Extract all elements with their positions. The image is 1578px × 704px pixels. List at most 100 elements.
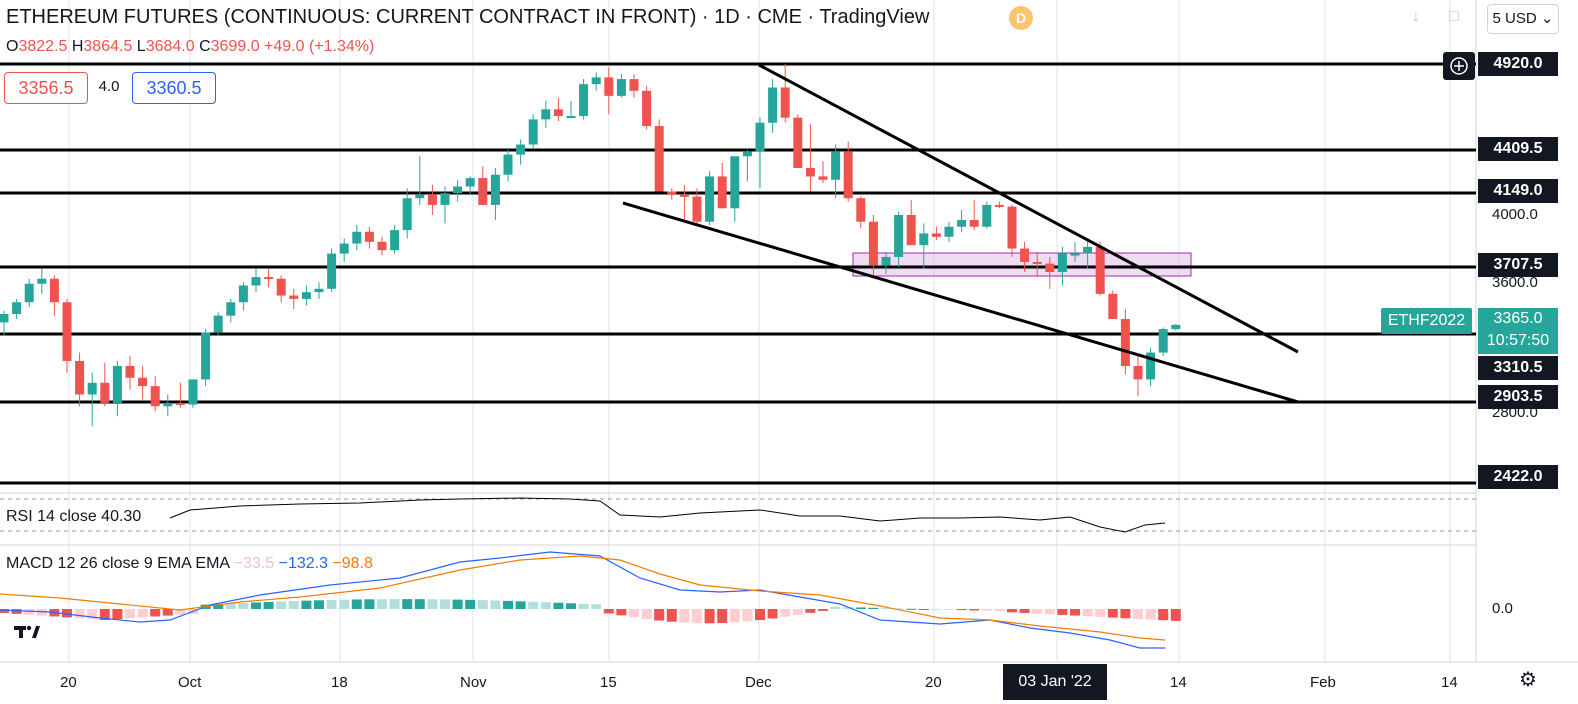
candle-body [629,79,639,91]
candle-body [667,191,677,195]
macd-hist-bar [276,601,287,609]
candle-body [327,253,337,289]
macd-hist-bar [465,599,476,609]
candle-body [490,174,500,205]
macd-hist-bar [213,604,224,609]
time-crosshair-label: 03 Jan '22 [1003,664,1107,700]
macd-hist-value: −33.5 [233,555,275,572]
spread-value: 4.0 [98,78,120,95]
macd-value: −132.3 [278,555,328,572]
currency-select[interactable]: 5 USD ⌄ [1487,4,1559,34]
candle-body [994,204,1004,207]
candle-body [415,194,425,199]
level-label: 4409.5 [1478,137,1558,161]
candle-body [742,151,752,157]
macd-label: MACD 12 26 close 9 EMA EMA [6,555,230,572]
macd-hist-bar [994,609,1005,612]
macd-hist-bar [389,599,400,609]
macd-hist-bar [314,600,324,609]
candle-body [868,221,878,266]
buy-button[interactable]: 3360.5 [132,72,216,104]
current-price-label: 3365.0 10:57:50 [1478,308,1558,354]
candle-body [604,77,614,96]
candle-body [352,231,362,244]
candle-body [478,178,488,205]
macd-hist-bar [162,609,173,616]
candle-body [755,122,765,152]
candle-body [1171,324,1181,330]
macd-hist-bar [692,609,702,624]
candle-body [1120,319,1130,366]
download-icon[interactable]: ↓ [1412,8,1420,25]
candle-body [931,233,941,237]
macd-hist-bar [755,609,765,621]
candle-body [1095,246,1105,294]
candle-body [112,365,122,403]
macd-hist-bar [440,599,450,609]
candle-body [125,365,135,378]
macd-hist-bar [490,600,501,609]
candle-body [150,386,160,407]
candle-body [780,87,790,118]
candle-body [201,332,211,380]
candle-body [516,144,526,155]
candle-body [301,292,311,299]
candle-body [856,198,866,222]
level-label: 3310.5 [1478,356,1558,380]
rsi-legend[interactable]: RSI 14 close 40.30 [6,508,141,526]
candle-body [919,233,929,246]
macd-hist-bar [301,600,312,609]
level-label: 2422.0 [1478,465,1558,489]
macd-hist-bar [591,604,602,609]
candle-body [87,382,97,395]
close-label: C [199,38,211,55]
candle-body [553,109,563,117]
macd-hist-bar [843,607,854,609]
macd-zero-tick: 0.0 [1492,600,1513,617]
macd-line [0,551,1165,649]
fullscreen-icon[interactable]: □ [1449,8,1459,25]
candle-body [503,154,513,175]
level-label: 4920.0 [1478,52,1558,76]
level-label: 4149.0 [1478,179,1558,203]
macd-hist-bar [666,609,677,622]
add-alert-button[interactable] [1443,52,1475,80]
tradingview-logo[interactable] [6,616,46,648]
macd-hist-bar [125,609,135,619]
macd-hist-bar [603,609,614,614]
candle-body [1158,329,1168,353]
candle-body [37,278,47,284]
candle-body [843,151,853,199]
sell-button[interactable]: 3356.5 [4,72,88,104]
macd-hist-bar [805,609,816,613]
delayed-data-badge[interactable]: D [1009,6,1033,30]
time-label: Dec [745,674,772,691]
macd-hist-bar [503,600,513,609]
candle-body [24,283,34,303]
horizontal-levels [0,62,1476,485]
macd-histogram [0,599,1181,624]
candle-body [705,176,715,222]
rsi-line [169,497,1166,533]
macd-hist-bar [414,599,425,609]
macd-hist-bar [1158,609,1169,621]
macd-hist-bar [62,609,72,618]
macd-hist-bar [654,609,665,621]
macd-hist-bar [969,609,980,611]
macd-hist-bar [1032,609,1043,614]
macd-hist-bar [1019,609,1030,613]
candle-body [654,126,664,192]
gear-icon[interactable]: ⚙ [1519,669,1537,691]
chart-title: ETHEREUM FUTURES (CONTINUOUS: CURRENT CO… [6,6,930,28]
axis-tick: 4000.0 [1492,206,1538,223]
level-label: 2903.5 [1478,385,1558,409]
candle-body [377,241,387,251]
candlesticks [0,64,1181,427]
change-value: +49.0 (+1.34%) [264,38,375,55]
macd-hist-bar [112,609,123,620]
macd-hist-bar [855,607,866,609]
candle-body [579,84,589,117]
candle-body [364,231,374,242]
macd-legend[interactable]: MACD 12 26 close 9 EMA EMA −33.5 −132.3 … [6,555,373,573]
